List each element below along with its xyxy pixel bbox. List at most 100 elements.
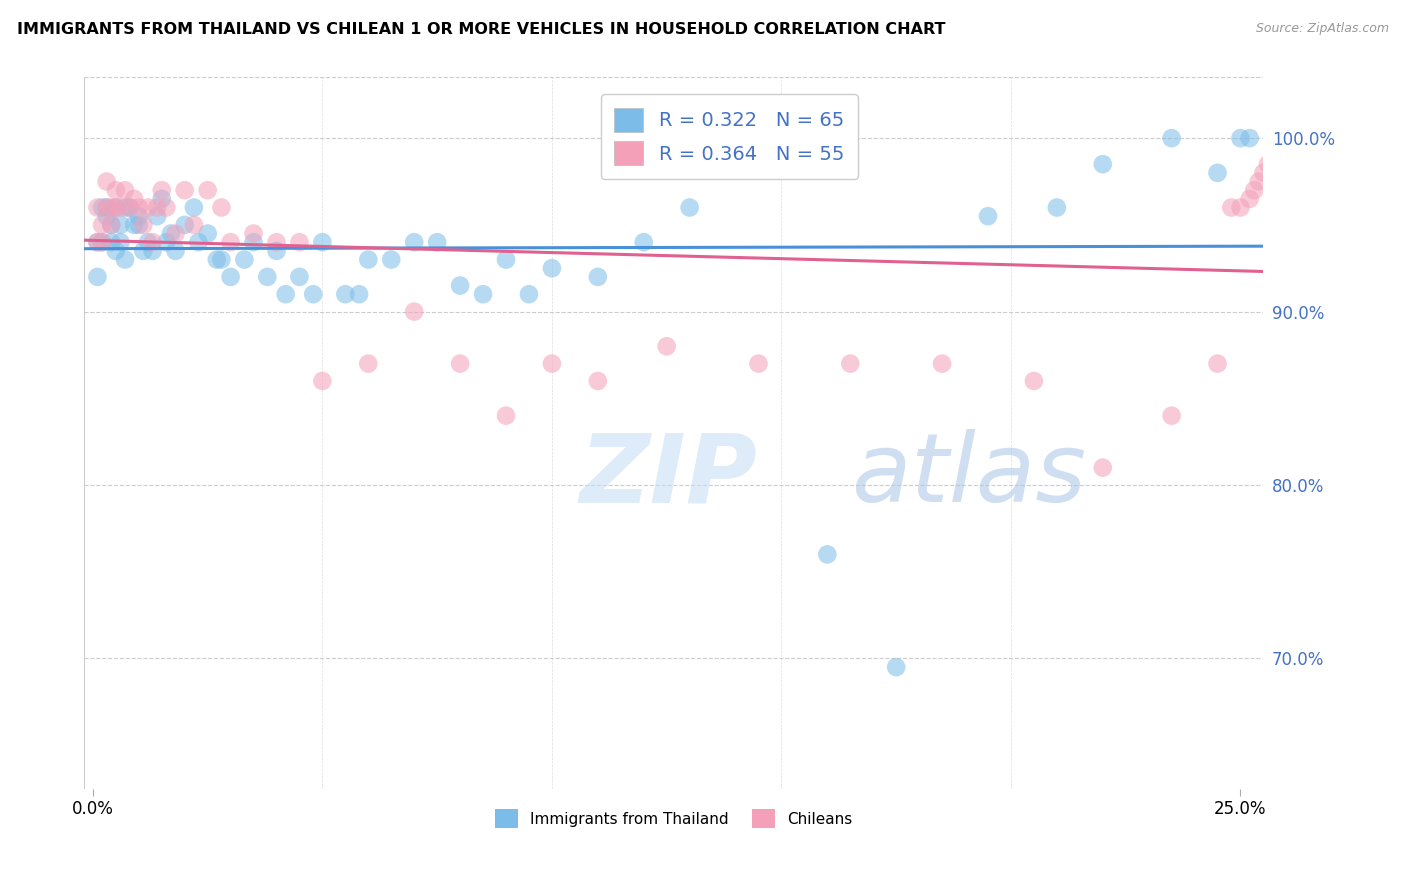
Point: [1247, 174, 1270, 188]
Text: atlas: atlas: [851, 429, 1085, 522]
Point: [1253, 166, 1275, 180]
Point: [302, 287, 325, 301]
Point: [586, 374, 609, 388]
Point: [122, 192, 145, 206]
Point: [1229, 201, 1251, 215]
Point: [1206, 166, 1229, 180]
Point: [114, 252, 136, 267]
Point: [96, 174, 118, 188]
Point: [233, 252, 256, 267]
Point: [122, 218, 145, 232]
Point: [357, 252, 380, 267]
Point: [128, 201, 150, 215]
Legend: Immigrants from Thailand, Chileans: Immigrants from Thailand, Chileans: [489, 804, 858, 834]
Point: [128, 218, 150, 232]
Point: [219, 269, 242, 284]
Point: [1265, 148, 1288, 162]
Point: [104, 201, 127, 215]
Point: [1229, 131, 1251, 145]
Point: [1243, 183, 1265, 197]
Point: [1284, 131, 1306, 145]
Point: [100, 201, 122, 215]
Point: [655, 339, 678, 353]
Point: [96, 201, 118, 215]
Point: [449, 278, 471, 293]
Point: [266, 235, 288, 250]
Point: [114, 183, 136, 197]
Point: [104, 201, 127, 215]
Point: [274, 287, 297, 301]
Point: [472, 287, 495, 301]
Point: [288, 235, 311, 250]
Point: [839, 357, 862, 371]
Point: [633, 235, 655, 250]
Point: [209, 201, 232, 215]
Point: [1022, 374, 1045, 388]
Text: ZIP: ZIP: [579, 429, 756, 522]
Point: [541, 357, 564, 371]
Point: [86, 201, 108, 215]
Point: [747, 357, 769, 371]
Point: [91, 201, 114, 215]
Point: [91, 235, 114, 250]
Point: [197, 183, 219, 197]
Point: [132, 244, 155, 258]
Point: [183, 218, 205, 232]
Point: [242, 227, 264, 241]
Point: [118, 201, 141, 215]
Point: [155, 235, 177, 250]
Point: [1160, 131, 1182, 145]
Point: [91, 218, 114, 232]
Point: [205, 252, 228, 267]
Point: [586, 269, 609, 284]
Point: [86, 269, 108, 284]
Point: [142, 244, 165, 258]
Point: [187, 235, 209, 250]
Point: [678, 201, 700, 215]
Point: [100, 218, 122, 232]
Point: [136, 201, 159, 215]
Point: [132, 218, 155, 232]
Point: [517, 287, 540, 301]
Point: [1257, 157, 1279, 171]
Point: [242, 235, 264, 250]
Point: [357, 357, 380, 371]
Point: [256, 269, 278, 284]
Point: [114, 201, 136, 215]
Point: [104, 183, 127, 197]
Point: [977, 209, 1000, 223]
Point: [146, 201, 169, 215]
Point: [495, 252, 517, 267]
Point: [155, 201, 177, 215]
Point: [884, 660, 907, 674]
Point: [91, 235, 114, 250]
Point: [931, 357, 953, 371]
Point: [1160, 409, 1182, 423]
Point: [173, 183, 195, 197]
Point: [183, 201, 205, 215]
Point: [1239, 131, 1261, 145]
Point: [104, 244, 127, 258]
Point: [404, 235, 426, 250]
Point: [165, 244, 187, 258]
Point: [100, 235, 122, 250]
Point: [266, 244, 288, 258]
Point: [110, 201, 132, 215]
Point: [1046, 201, 1069, 215]
Point: [1275, 135, 1298, 149]
Point: [128, 209, 150, 223]
Point: [110, 218, 132, 232]
Text: Source: ZipAtlas.com: Source: ZipAtlas.com: [1256, 22, 1389, 36]
Point: [311, 235, 333, 250]
Point: [219, 235, 242, 250]
Point: [815, 548, 838, 562]
Point: [209, 252, 232, 267]
Point: [724, 148, 747, 162]
Point: [335, 287, 357, 301]
Point: [404, 304, 426, 318]
Point: [1206, 357, 1229, 371]
Text: IMMIGRANTS FROM THAILAND VS CHILEAN 1 OR MORE VEHICLES IN HOUSEHOLD CORRELATION : IMMIGRANTS FROM THAILAND VS CHILEAN 1 OR…: [17, 22, 945, 37]
Point: [1239, 192, 1261, 206]
Point: [449, 357, 471, 371]
Point: [110, 235, 132, 250]
